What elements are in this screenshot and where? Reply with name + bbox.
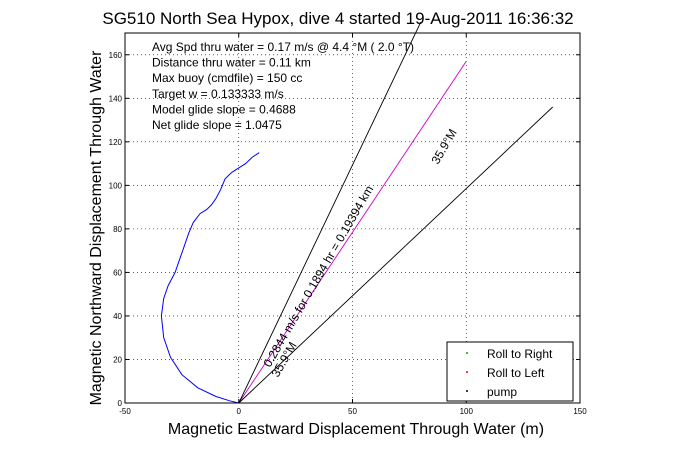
y-tick-label: 20 <box>113 355 122 364</box>
info-line: Net glide slope = 1.0475 <box>152 118 282 132</box>
legend-box <box>446 341 574 402</box>
y-tick-label: 80 <box>113 225 122 234</box>
y-tick-label: 140 <box>109 94 123 103</box>
legend-marker <box>466 352 468 354</box>
series-line-3 <box>238 106 554 404</box>
legend-label: Roll to Right <box>487 347 553 361</box>
y-tick-label: 120 <box>109 138 123 147</box>
legend-marker <box>466 371 468 373</box>
x-tick-label: 150 <box>573 407 587 416</box>
info-line: Model glide slope = 0.4688 <box>152 102 296 116</box>
legend-marker <box>466 390 468 392</box>
info-line: Max buoy (cmdfile) = 150 cc <box>152 71 302 85</box>
y-tick-label: 0 <box>118 399 123 408</box>
x-ticks: -50 0 50 100 150 <box>119 33 587 416</box>
legend-label: pump <box>487 385 517 399</box>
info-block: Avg Spd thru water = 0.17 m/s @ 4.4 °M (… <box>152 40 414 132</box>
series-layer <box>160 21 554 404</box>
legend-items: Roll to Right Roll to Left pump <box>466 347 553 399</box>
x-axis-label: Magnetic Eastward Displacement Through W… <box>168 421 544 438</box>
x-tick-label: 100 <box>460 407 474 416</box>
y-tick-label: 60 <box>113 268 122 277</box>
x-tick-label: 0 <box>237 407 242 416</box>
series-line-1 <box>238 61 467 404</box>
y-tick-label: 100 <box>109 181 123 190</box>
x-tick-label: -50 <box>119 407 131 416</box>
y-axis-label: Magnetic Northward Displacement Through … <box>88 50 105 405</box>
chart-title: SG510 North Sea Hypox, dive 4 started 19… <box>102 9 573 28</box>
legend-label: Roll to Left <box>487 366 545 380</box>
info-line: Distance thru water = 0.11 km <box>152 56 311 70</box>
info-line: Target w = 0.133333 m/s <box>152 87 284 101</box>
series-line-2 <box>238 21 422 404</box>
series-line-0 <box>160 152 260 404</box>
legend: Roll to Right Roll to Left pump <box>446 341 574 402</box>
x-tick-label: 50 <box>348 407 357 416</box>
info-line: Avg Spd thru water = 0.17 m/s @ 4.4 °M (… <box>152 40 414 54</box>
y-tick-label: 160 <box>109 51 123 60</box>
y-ticks: 0 20 40 60 80 100 120 140 160 <box>109 51 580 408</box>
y-tick-label: 40 <box>113 312 122 321</box>
